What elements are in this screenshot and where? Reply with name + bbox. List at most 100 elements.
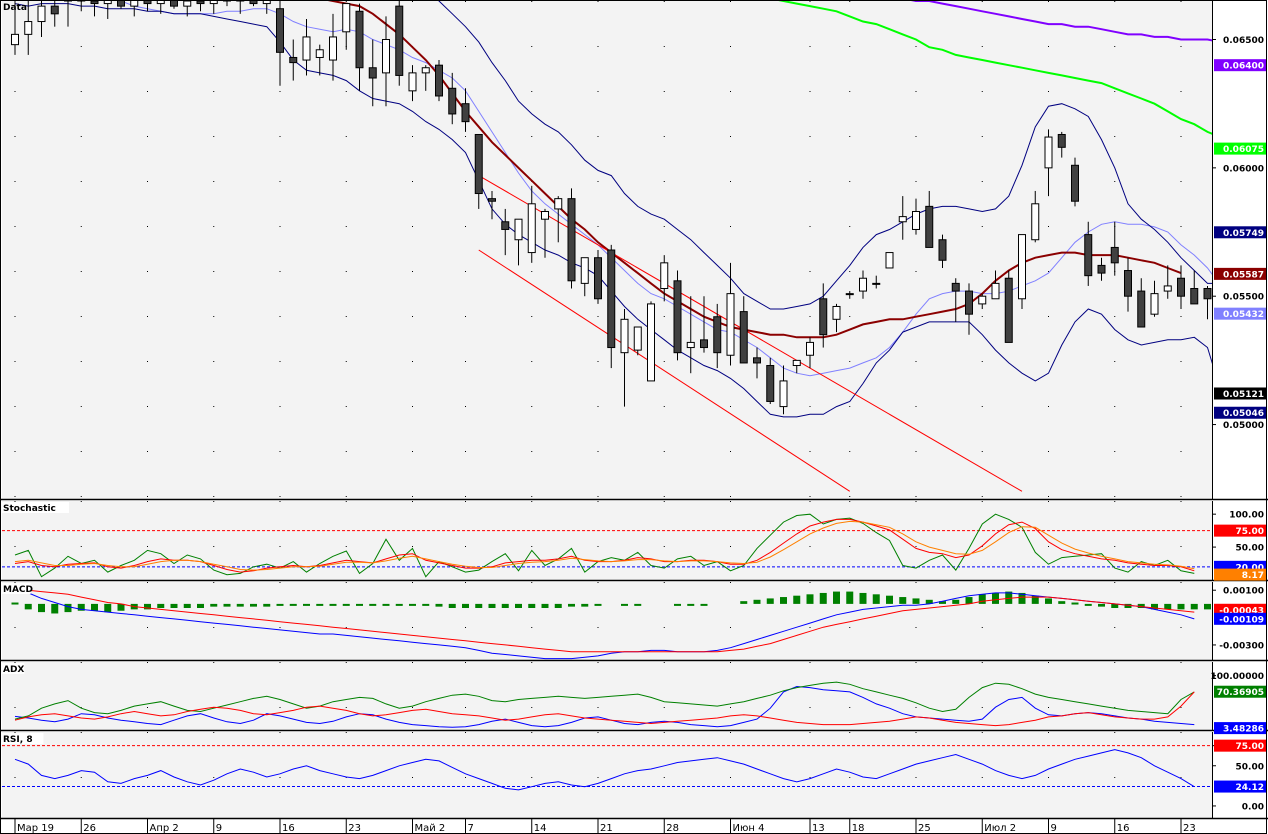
y-tick-label: 0.05500: [1223, 293, 1264, 303]
histogram-bar: [833, 591, 840, 604]
candle-body: [1084, 234, 1093, 277]
candle-body: [912, 210, 920, 230]
indicator-plot-2: [11, 587, 1211, 660]
indicator-value-badge: 75.00: [1236, 742, 1264, 752]
histogram-bar: [276, 603, 284, 606]
candle-body: [170, 1, 178, 7]
price-value-badge: 0.05046: [1223, 409, 1264, 419]
y-tick-label: 0.06000: [1223, 164, 1264, 174]
candle-body: [965, 290, 973, 315]
candle-body: [633, 326, 642, 351]
histogram-bar: [740, 601, 748, 604]
histogram-bar: [753, 599, 761, 604]
candle-body: [620, 318, 629, 354]
indicator-value-badge: -0.00043: [1219, 606, 1264, 616]
x-tick-label: Мар 19: [17, 823, 54, 834]
candle-body: [408, 72, 417, 92]
candle-body: [1163, 285, 1172, 292]
panel-title-bg: [1, 733, 44, 744]
histogram-bar: [356, 603, 363, 606]
histogram-bar: [925, 599, 933, 604]
candle-body: [1137, 290, 1146, 328]
x-tick-label: 7: [468, 823, 474, 834]
panel-title: MACD: [3, 585, 33, 595]
candle-body: [249, 1, 258, 5]
histogram-bar: [1058, 601, 1066, 604]
indicator-line: [14, 513, 1195, 578]
histogram-bar: [1204, 603, 1211, 610]
histogram-bar: [289, 603, 297, 606]
histogram-bar: [475, 603, 483, 608]
price-value-badge-bg: [1214, 406, 1266, 419]
indicator-value-badge-bg: [1214, 685, 1266, 698]
y-tick-label: 0.06500: [1223, 36, 1264, 46]
price-value-badge: 0.06400: [1223, 62, 1264, 72]
histogram-bar: [541, 603, 549, 608]
histogram-bar: [197, 603, 204, 608]
histogram-bar: [303, 603, 310, 606]
candle-body: [898, 216, 907, 223]
y-tick-label: 0.05000: [1223, 421, 1264, 431]
candle-body: [978, 295, 987, 305]
histogram-bar: [38, 603, 45, 613]
histogram-bar: [846, 591, 854, 604]
histogram-bar: [1045, 598, 1052, 604]
histogram-bar: [1124, 603, 1132, 608]
histogram-bar: [382, 603, 390, 606]
candle-body: [37, 5, 46, 23]
y-tick-label: 50.00: [1236, 544, 1264, 554]
candle-body: [143, 1, 152, 5]
panel-title-bg: [1, 663, 25, 674]
plot-area: [2, 501, 1212, 580]
candle-body: [11, 33, 19, 46]
x-tick-label: 14: [534, 823, 547, 834]
histogram-bar: [978, 594, 986, 604]
candle-body: [514, 218, 523, 241]
candle-body: [24, 21, 33, 35]
candle-body: [1018, 234, 1026, 300]
indicator-line: [14, 520, 1195, 571]
histogram-bar: [1084, 603, 1092, 606]
histogram-bar: [554, 603, 562, 608]
plot-area: [2, 732, 1212, 818]
panel-title: Stochastic: [3, 504, 56, 514]
price-value-badge: 0.05121: [1223, 390, 1264, 400]
candle-body: [421, 67, 430, 74]
candle-body: [1097, 264, 1106, 274]
histogram-bar: [766, 598, 774, 604]
histogram-bar: [369, 603, 377, 606]
histogram-bar: [780, 597, 787, 604]
candle-body: [859, 277, 867, 292]
price-value-badge-bg: [1214, 142, 1266, 155]
candle-body: [1150, 293, 1159, 315]
price-line-ema_purple: [910, 1, 1212, 42]
indicator-value-badge-bg: [1214, 603, 1266, 616]
indicator-value-badge-bg: [1214, 568, 1266, 581]
panel-0: [0, 1, 1268, 501]
candle-body: [660, 262, 669, 290]
histogram-bar: [965, 597, 973, 604]
histogram-bar: [528, 603, 536, 608]
candle-body: [819, 298, 828, 336]
channel-line: [478, 249, 851, 492]
y-tick-label: 50.00: [1236, 762, 1264, 772]
candle-body: [806, 341, 814, 356]
candle-body: [329, 36, 337, 61]
histogram-bar: [687, 603, 695, 606]
histogram-bar: [1098, 603, 1105, 607]
candle-body: [647, 303, 655, 382]
candle-body: [1177, 277, 1185, 297]
candle-body: [739, 311, 748, 364]
x-tick-label: 16: [1117, 823, 1130, 834]
panel-2: [0, 582, 1268, 662]
candle-body: [991, 282, 1000, 300]
candle-body: [50, 5, 59, 15]
candle-body: [885, 252, 894, 269]
price-value-badge: 0.05749: [1223, 229, 1264, 239]
plot-area: [2, 582, 1212, 660]
candle-body: [766, 365, 775, 402]
histogram-bar: [462, 603, 469, 608]
candle-body: [117, 1, 125, 7]
indicator-line: [14, 681, 1195, 720]
